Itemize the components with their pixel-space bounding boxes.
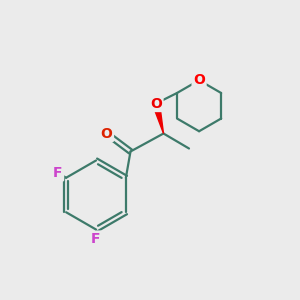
Polygon shape	[152, 103, 164, 134]
Text: O: O	[100, 127, 112, 140]
Text: O: O	[193, 73, 205, 87]
Text: O: O	[150, 97, 162, 110]
Text: F: F	[53, 166, 63, 180]
Text: F: F	[91, 232, 101, 246]
